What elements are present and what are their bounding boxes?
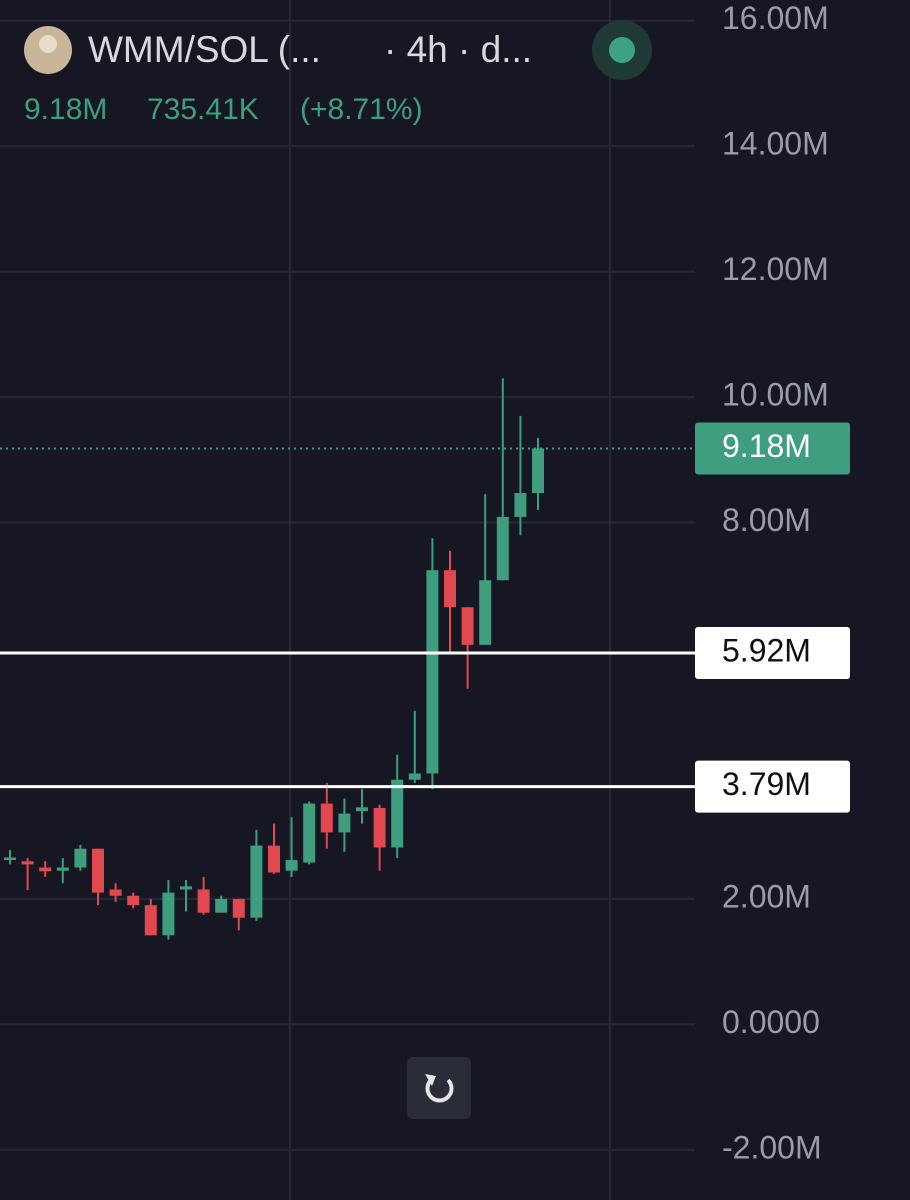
- y-tick-label: 8.00M: [722, 502, 811, 538]
- candle-body: [92, 848, 104, 893]
- candle-body: [268, 845, 280, 873]
- candle-body: [496, 516, 509, 581]
- y-tick-label: 0.0000: [722, 1004, 820, 1040]
- symbol-icon-face: [39, 35, 57, 53]
- candle-body: [74, 848, 87, 868]
- candle-body: [514, 493, 527, 517]
- y-tick-label: 2.00M: [722, 878, 811, 914]
- y-tick-label: 14.00M: [722, 126, 829, 162]
- change: 735.41K: [147, 93, 259, 126]
- candle-body: [320, 803, 333, 833]
- candle-body: [39, 867, 52, 872]
- candle-body: [391, 779, 404, 848]
- candle-body: [127, 895, 140, 906]
- price-line-label: 5.92M: [722, 632, 811, 668]
- price-line-label-bg: [695, 627, 850, 680]
- reset-icon-arrow[interactable]: [425, 1074, 436, 1086]
- candle-body: [426, 570, 439, 774]
- symbol: WMM/SOL (...: [88, 29, 321, 70]
- status-dot: [609, 37, 635, 63]
- candle-body: [232, 898, 245, 918]
- candle-body: [144, 905, 157, 936]
- candle-body: [21, 861, 34, 865]
- y-tick-label: 12.00M: [722, 251, 829, 287]
- reset-button[interactable]: [407, 1057, 471, 1119]
- candle-body: [338, 813, 351, 833]
- reset-button-bg[interactable]: [407, 1057, 471, 1119]
- y-tick-label: -2.00M: [722, 1129, 822, 1165]
- candle-body: [250, 845, 263, 918]
- reset-icon[interactable]: [425, 1078, 454, 1103]
- candle-body: [444, 570, 456, 608]
- candle-body: [109, 889, 122, 896]
- candle-body: [532, 448, 544, 494]
- candle-body: [215, 898, 228, 913]
- candle-body: [56, 867, 69, 871]
- candle-body: [479, 580, 492, 645]
- last-price-label: 9.18M: [722, 428, 811, 464]
- candle-body: [408, 773, 421, 780]
- candle-body: [461, 607, 474, 645]
- price-line-label: 3.79M: [722, 766, 811, 802]
- change-pct: (+8.71%): [300, 93, 423, 126]
- candle-body: [162, 892, 175, 936]
- overlay: 5.92M 3.79M 9.18M: [0, 422, 850, 813]
- y-tick-label: 16.00M: [722, 0, 829, 36]
- candle-body: [180, 886, 192, 890]
- candle-body: [197, 889, 210, 913]
- y-tick-label: 10.00M: [722, 377, 829, 413]
- price-line-label-bg: [695, 760, 850, 813]
- candle-body: [303, 803, 316, 863]
- last-price: 9.18M: [24, 93, 107, 126]
- candle-body: [4, 857, 16, 861]
- candle-body: [285, 860, 298, 871]
- last-price-label-bg: [695, 422, 850, 475]
- grid: -2.00M 0.0000 2.00M 8.00M 10.00M 12.00M 14.00M…: [0, 0, 829, 1165]
- candles: [4, 378, 544, 940]
- candle-body: [373, 807, 386, 848]
- candle-body: [356, 807, 368, 812]
- interval: · 4h · d...: [384, 29, 532, 70]
